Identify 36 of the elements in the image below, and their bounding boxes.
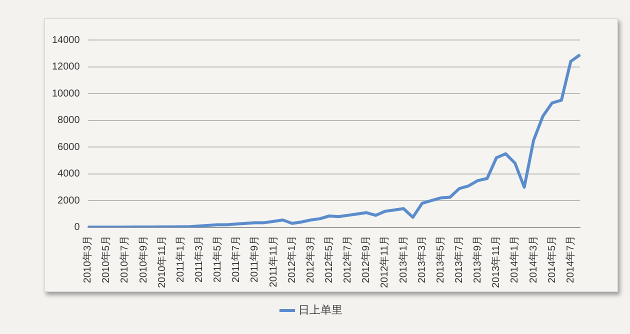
y-tick-label: 4000	[58, 168, 80, 180]
x-tick-label: 2010年5月	[100, 235, 112, 284]
x-tick-label: 2012年5月	[323, 235, 336, 284]
x-tick-label: 2014年3月	[527, 235, 540, 284]
x-tick-label: 2011年5月	[212, 235, 224, 282]
y-tick-label: 2000	[58, 195, 80, 206]
x-tick-label: 2012年1月	[286, 235, 298, 284]
x-tick-label: 2014年1月	[508, 235, 521, 284]
x-tick-label: 2011年11月	[267, 235, 280, 288]
y-tick-label: 10000	[52, 88, 80, 100]
x-tick-label: 2013年3月	[416, 235, 428, 284]
x-tick-label: 2012年11月	[378, 235, 391, 288]
y-tick-label: 8000	[58, 115, 80, 126]
x-tick-label: 2010年9月	[137, 235, 150, 284]
x-tick-label: 2011年3月	[192, 235, 205, 282]
legend-label: 日上单里	[298, 304, 342, 317]
x-tick-label: 2014年7月	[564, 235, 576, 284]
x-tick-label: 2011年7月	[230, 235, 242, 282]
x-tick-label: 2013年1月	[397, 235, 410, 284]
y-tick-label: 0	[74, 222, 80, 234]
x-tick-label: 2010年11月	[156, 235, 168, 288]
x-tick-label: 2013年9月	[472, 235, 484, 284]
x-tick-label: 2010年7月	[118, 235, 131, 284]
x-tick-label: 2013年11月	[490, 235, 502, 288]
x-tick-label: 2013年5月	[434, 235, 446, 284]
x-tick-label: 2014年5月	[546, 235, 558, 284]
x-tick-label: 2011年9月	[248, 235, 261, 282]
x-tick-label: 2012年3月	[304, 235, 316, 284]
x-tick-label: 2011年1月	[174, 235, 186, 282]
x-tick-label: 2012年7月	[342, 235, 354, 284]
y-tick-label: 12000	[52, 62, 80, 73]
x-tick-label: 2010年3月	[82, 235, 94, 284]
x-tick-label: 2012年9月	[360, 235, 372, 284]
y-tick-label: 14000	[52, 34, 80, 46]
y-tick-label: 6000	[58, 142, 80, 153]
x-tick-label: 2013年7月	[453, 235, 466, 284]
